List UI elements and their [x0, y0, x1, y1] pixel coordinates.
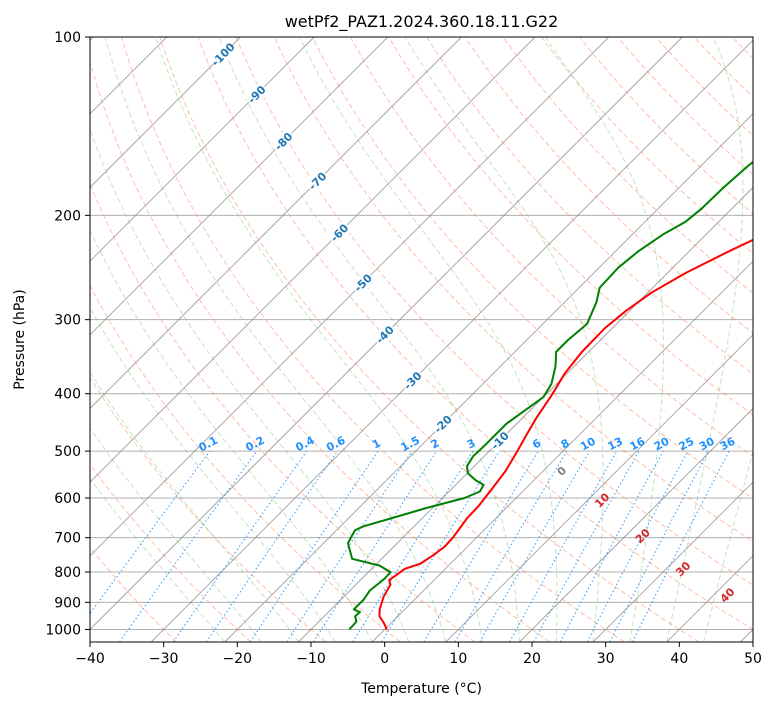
dry-adiabat-line — [464, 37, 753, 334]
isotherm-line — [371, 260, 753, 642]
dry-adiabat-line — [121, 37, 625, 642]
y-tick-label: 500 — [54, 444, 81, 460]
dry-adiabat-line — [273, 37, 753, 543]
moist-adiabat-line — [544, 37, 665, 642]
mixing-ratio-label: 10 — [578, 435, 598, 454]
dry-adiabat-line — [90, 376, 326, 642]
y-tick-label: 1000 — [45, 622, 81, 638]
x-axis-title: Temperature (°C) — [360, 681, 482, 697]
y-tick-label: 200 — [54, 208, 81, 224]
mixing-ratio-line — [313, 450, 438, 642]
isotherm-label-box — [210, 41, 236, 68]
mixing-ratio-label: 36 — [718, 434, 738, 453]
isotherm-label-box — [350, 270, 376, 296]
mixing-ratio-line — [479, 450, 591, 642]
moist-adiabat-line — [90, 306, 336, 642]
isotherm-label-box — [487, 427, 513, 454]
isotherm-label-box — [270, 128, 297, 155]
isotherm-label-box — [372, 321, 398, 348]
plot-frame — [89, 36, 754, 643]
x-tick-label: −10 — [296, 651, 326, 667]
plot-area-background — [90, 37, 753, 642]
moist-adiabat-line — [666, 37, 744, 642]
mixing-ratio-label: 13 — [605, 435, 625, 454]
moist-adiabat-line — [90, 427, 263, 642]
moist-adiabat-line — [703, 450, 753, 642]
x-tick-label: 20 — [523, 651, 541, 667]
moist-adiabat-line — [299, 37, 558, 642]
mixing-ratio-line — [533, 450, 640, 642]
dry-adiabat-line — [579, 37, 753, 215]
x-tick-label: 40 — [670, 651, 688, 667]
y-tick-label: 400 — [54, 387, 81, 403]
mixing-ratio-line — [119, 450, 258, 642]
y-axis-title: Pressure (hPa) — [12, 289, 28, 389]
isotherm-line — [150, 39, 753, 642]
x-tick-label: −30 — [149, 651, 179, 667]
plot-area: 0.10.20.40.611.52346810131620253036-100-… — [90, 37, 753, 642]
dry-adiabat-line — [350, 37, 753, 457]
dry-adiabat-line — [90, 60, 551, 642]
x-tick-label: 30 — [597, 651, 615, 667]
y-tick-label: 100 — [54, 30, 81, 46]
mixing-ratio-line — [205, 450, 338, 642]
y-tick-label: 900 — [54, 595, 81, 611]
moist-adiabat-line — [104, 37, 447, 642]
dry-adiabat-line — [311, 37, 753, 500]
mixing-ratio-line — [509, 450, 618, 642]
x-tick-label: −40 — [75, 651, 105, 667]
isotherm-line — [90, 37, 462, 410]
y-tick-label: 300 — [54, 313, 81, 329]
y-tick-label: 700 — [54, 531, 81, 547]
isotherm-line — [90, 37, 315, 262]
isotherm-line — [90, 37, 610, 557]
isotherm-label-box — [304, 168, 331, 194]
mixing-ratio-label: 30 — [697, 435, 717, 454]
mixing-ratio-line — [423, 450, 539, 642]
dry-adiabat-line — [540, 37, 753, 254]
moist-adiabat-line — [155, 37, 484, 642]
isotherm-line — [592, 481, 753, 642]
moist-adiabat-line — [404, 37, 604, 642]
moist-adiabat-line — [90, 229, 373, 642]
isotherm-label-box — [399, 367, 426, 394]
dewpoint-profile-line — [346, 160, 753, 631]
isotherm-label-box — [243, 81, 270, 108]
x-tick-label: 50 — [744, 651, 762, 667]
isotherm-line — [224, 113, 753, 642]
isotherm-line — [90, 37, 241, 189]
isotherm-label-box — [326, 220, 353, 246]
isotherm-line — [90, 37, 536, 483]
isotherm-line — [519, 407, 753, 642]
axes: −40 −30 −20 −10 0 10 20 30 40 50 100 200 300 400 500 60… — [45, 30, 762, 667]
mixing-ratio-label: 20 — [652, 435, 672, 454]
moist-adiabat-line — [90, 371, 299, 642]
moist-adiabat-line — [90, 477, 226, 642]
x-tick-label: 10 — [449, 651, 467, 667]
mixing-ratio-line — [352, 450, 474, 642]
x-tick-label: 0 — [380, 651, 389, 667]
isotherm-line — [445, 334, 753, 642]
mixing-ratio-line — [172, 450, 308, 642]
dry-adiabat-line — [426, 37, 753, 375]
chart-title: wetPf2_PAZ1.2024.360.18.11.G22 — [285, 12, 559, 32]
mixing-ratio-line — [454, 450, 568, 642]
mixing-ratio-line — [90, 450, 211, 615]
mixing-ratio-label: 25 — [677, 435, 697, 454]
mixing-ratio-line — [559, 450, 664, 642]
y-tick-label: 600 — [54, 491, 81, 507]
temperature-profile-line — [378, 238, 753, 630]
isotherm-label-box — [430, 411, 456, 437]
x-tick-label: −20 — [223, 651, 253, 667]
dry-adiabat-line — [159, 37, 700, 642]
y-tick-label: 800 — [54, 565, 81, 581]
mixing-ratio-label: 16 — [628, 435, 648, 454]
mixing-ratio-line — [381, 450, 500, 642]
dry-adiabat-line — [90, 182, 476, 642]
dry-adiabat-line — [90, 284, 401, 642]
dry-adiabat-line — [388, 37, 753, 416]
